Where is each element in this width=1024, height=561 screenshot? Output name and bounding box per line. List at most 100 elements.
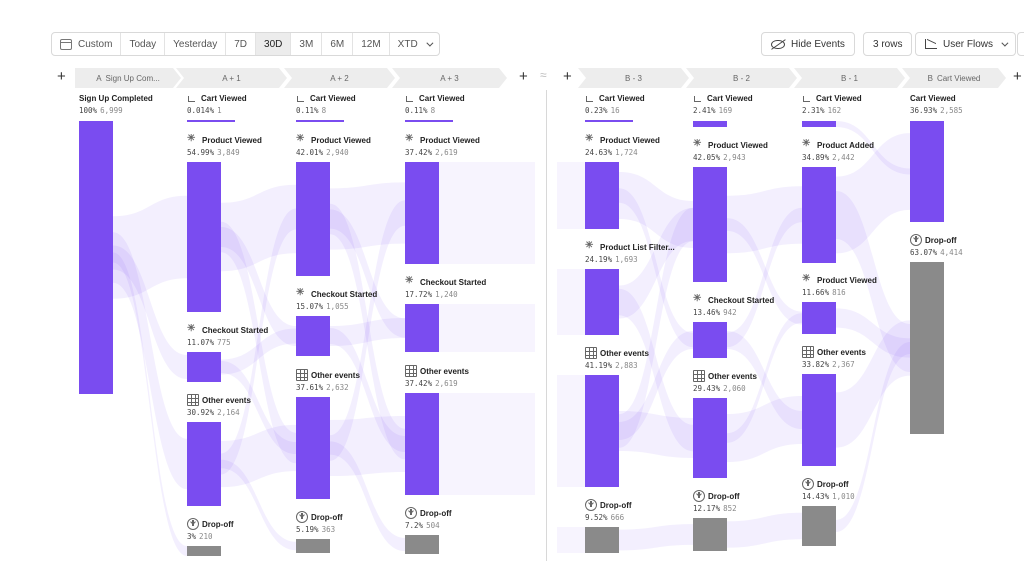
step-header-b-minus-2[interactable]: B - 2 xyxy=(686,68,797,88)
view-type-dropdown[interactable]: User Flows xyxy=(915,32,1017,56)
step-header-b-minus-1[interactable]: B - 1 xyxy=(794,68,905,88)
node-bar-b0-cart[interactable] xyxy=(910,121,944,222)
node-percent: 3% xyxy=(187,532,197,541)
node-count: 3,849 xyxy=(217,148,240,157)
node-count: 2,619 xyxy=(435,148,458,157)
range-today-button[interactable]: Today xyxy=(121,33,166,55)
node-count: 666 xyxy=(610,513,625,522)
node-count: 2,943 xyxy=(723,153,746,162)
node-name-text: Cart Viewed xyxy=(419,94,465,103)
step-header-a-plus-3[interactable]: A + 3 xyxy=(392,68,507,88)
node-stats: 29.43% 2,060 xyxy=(693,383,797,394)
node-label-b2-oe: Other events 29.43% 2,060 xyxy=(693,370,797,394)
node-percent: 37.42% xyxy=(405,148,433,157)
flow-link xyxy=(330,203,405,460)
flow-continuation-band xyxy=(557,269,585,335)
node-label-b3-plf: Product List Filter... 24.19%1,693 xyxy=(585,241,689,265)
node-bar-b1-pa[interactable] xyxy=(802,167,836,263)
node-bar-b1-pv[interactable] xyxy=(802,302,836,334)
rows-button[interactable]: 3 rows xyxy=(863,32,913,56)
node-bar-b1-oe[interactable] xyxy=(802,374,836,466)
node-thin-bar-a3-cart[interactable] xyxy=(405,120,453,122)
range-3m-button[interactable]: 3M xyxy=(291,33,323,55)
node-label-b0-cart: Cart Viewed 36.93% 2,585 xyxy=(910,93,1014,116)
node-thin-bar-b3-cart[interactable] xyxy=(585,120,633,122)
node-bar-a1-cs[interactable] xyxy=(187,352,221,382)
flow-link xyxy=(727,207,802,348)
node-bar-a2-do[interactable] xyxy=(296,539,330,553)
node-name: Checkout Started xyxy=(296,288,400,300)
range-12m-button[interactable]: 12M xyxy=(353,33,390,55)
step-arrow-icon xyxy=(694,95,701,102)
node-thin-bar-a1-cart[interactable] xyxy=(187,120,235,122)
node-bar-b2-do[interactable] xyxy=(693,518,727,551)
node-bar-b2-pv[interactable] xyxy=(693,167,727,282)
node-count: 8 xyxy=(430,106,436,115)
node-bar-a1-pv[interactable] xyxy=(187,162,221,312)
event-sparkle-icon xyxy=(405,276,417,288)
node-name: Product Viewed xyxy=(585,134,689,146)
node-bar-b2-cart[interactable] xyxy=(693,121,727,127)
node-label-a1-cart: Cart Viewed 0.014% 1 xyxy=(187,93,291,116)
node-bar-b2-oe[interactable] xyxy=(693,398,727,478)
node-bar-a0[interactable] xyxy=(79,121,113,394)
node-stats: 14.43% 1,010 xyxy=(802,491,906,502)
node-count: 942 xyxy=(723,308,737,317)
node-bar-a2-cs[interactable] xyxy=(296,316,330,356)
range-30d-button[interactable]: 30D xyxy=(256,33,292,55)
range-xtd-dropdown[interactable]: XTD xyxy=(390,33,439,55)
node-name-text: Cart Viewed xyxy=(816,94,862,103)
hide-events-button[interactable]: Hide Events xyxy=(761,32,855,56)
other-events-grid-icon xyxy=(405,365,417,377)
event-sparkle-icon xyxy=(693,294,705,306)
other-events-grid-icon xyxy=(585,347,597,359)
node-bar-a3-do[interactable] xyxy=(405,535,439,554)
add-step-after-a-button[interactable]: + xyxy=(519,68,528,85)
range-custom-button[interactable]: Custom xyxy=(52,33,122,55)
node-bar-b0-do[interactable] xyxy=(910,262,944,434)
node-thin-bar-a2-cart[interactable] xyxy=(296,120,344,122)
add-step-after-b-button[interactable]: + xyxy=(1013,68,1022,85)
node-bar-a1-do[interactable] xyxy=(187,546,221,556)
step-header-b-minus-3[interactable]: B - 3 xyxy=(578,68,689,88)
node-bar-b2-cs[interactable] xyxy=(693,322,727,358)
node-label-a1-oe: Other events 30.92% 2,164 xyxy=(187,394,291,418)
node-bar-b1-cart[interactable] xyxy=(802,121,836,127)
node-count: 2,619 xyxy=(435,379,458,388)
node-label-b1-oe: Other events 33.82% 2,367 xyxy=(802,346,906,370)
node-count: 2,940 xyxy=(326,148,349,157)
node-percent: 29.43% xyxy=(693,384,721,393)
node-bar-a2-pv[interactable] xyxy=(296,162,330,276)
node-bar-b3-plf[interactable] xyxy=(585,269,619,335)
node-bar-b3-oe[interactable] xyxy=(585,375,619,487)
step-header-a-plus-1[interactable]: A + 1 xyxy=(176,68,287,88)
node-bar-b1-do[interactable] xyxy=(802,506,836,546)
node-percent: 11.66% xyxy=(802,288,830,297)
node-name: Drop-off xyxy=(296,511,400,523)
range-7d-button[interactable]: 7D xyxy=(226,33,257,55)
more-options-button[interactable] xyxy=(1017,32,1024,56)
node-name-text: Product Viewed xyxy=(311,135,371,145)
node-bar-a2-oe[interactable] xyxy=(296,397,330,499)
node-name: Drop-off xyxy=(910,234,1014,246)
node-bar-a1-oe[interactable] xyxy=(187,422,221,506)
range-yesterday-button[interactable]: Yesterday xyxy=(165,33,227,55)
node-bar-b3-pv[interactable] xyxy=(585,162,619,229)
node-percent: 7.2% xyxy=(405,521,424,530)
step-header-a-plus-2[interactable]: A + 2 xyxy=(284,68,395,88)
add-step-before-button[interactable]: + xyxy=(57,68,66,85)
node-name-text: Cart Viewed xyxy=(310,94,356,103)
node-percent: 11.07% xyxy=(187,338,215,347)
range-6m-button[interactable]: 6M xyxy=(322,33,354,55)
flow-link xyxy=(619,331,693,440)
node-percent: 24.19% xyxy=(585,255,613,264)
step-header-a[interactable]: A Sign Up Com... xyxy=(75,68,181,88)
step-header-b[interactable]: B Cart Viewed xyxy=(902,68,1006,88)
node-bar-a3-cs[interactable] xyxy=(405,304,439,352)
node-bar-a3-pv[interactable] xyxy=(405,162,439,264)
add-step-before-b-button[interactable]: + xyxy=(563,68,572,85)
gap-separator: ≈ xyxy=(540,68,547,82)
node-bar-b3-do[interactable] xyxy=(585,527,619,553)
node-bar-a3-oe[interactable] xyxy=(405,393,439,495)
flow-link xyxy=(727,331,802,429)
